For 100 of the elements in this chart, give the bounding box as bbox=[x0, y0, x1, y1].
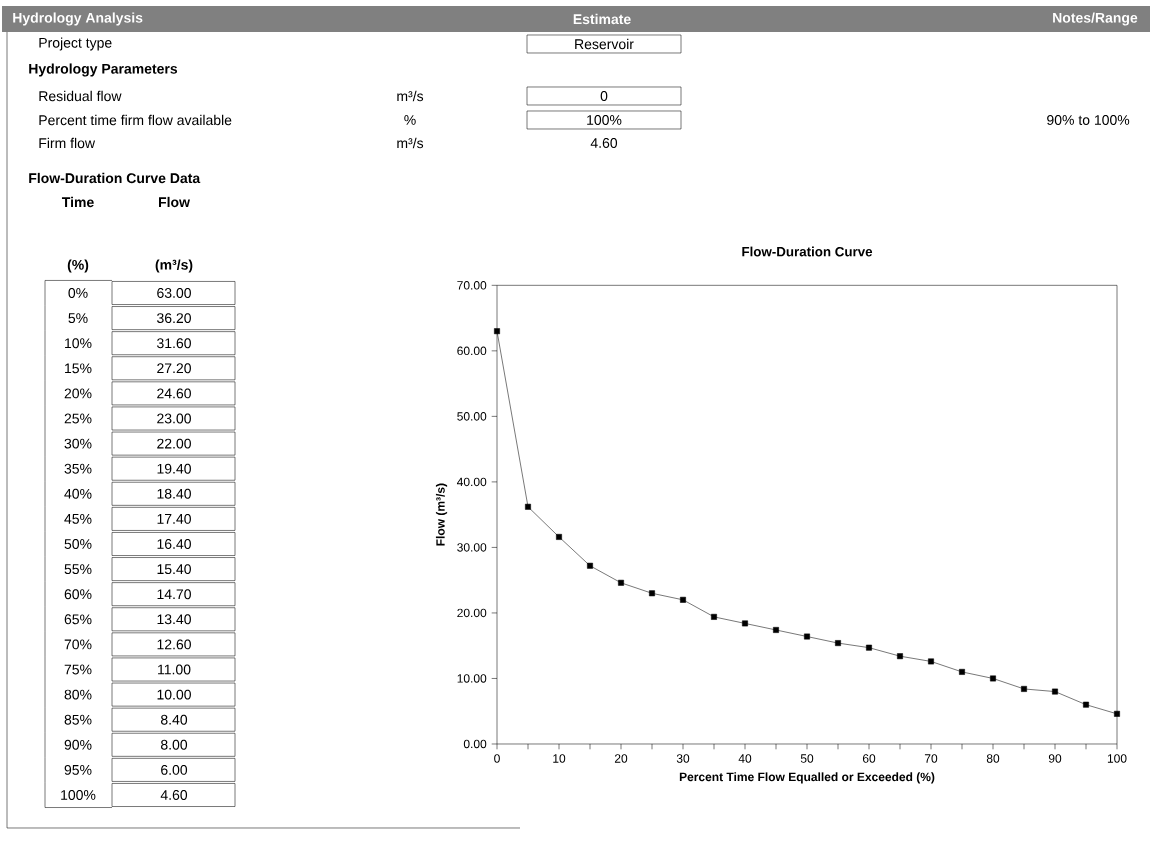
point bbox=[804, 633, 810, 640]
point bbox=[928, 658, 934, 665]
text: (%) bbox=[67, 259, 89, 273]
x-tick-label: 70 bbox=[924, 754, 938, 763]
y-tick-label: 10.00 bbox=[457, 674, 487, 683]
y-tick-label: 70.00 bbox=[457, 281, 487, 290]
point bbox=[1021, 686, 1027, 692]
text: Percent time firm flow available bbox=[39, 114, 232, 126]
text: Residual flow bbox=[39, 90, 122, 102]
point bbox=[990, 675, 996, 682]
y-tick-label: 0.00 bbox=[463, 739, 487, 749]
point bbox=[1083, 701, 1089, 708]
text: 31.60 bbox=[157, 338, 191, 349]
text: 40% bbox=[64, 488, 92, 499]
text: 100% bbox=[587, 115, 622, 125]
text: 15% bbox=[65, 363, 92, 374]
y-axis-title: Flow (m³/s) bbox=[435, 483, 448, 546]
y-tick-label: 40.00 bbox=[456, 477, 487, 487]
x-tick-label: 20 bbox=[614, 754, 628, 763]
point bbox=[494, 328, 500, 335]
x-tick-label: 60 bbox=[862, 754, 876, 763]
text: 90% to 100% bbox=[1047, 115, 1130, 125]
text: 20% bbox=[64, 388, 92, 399]
text: 6.00 bbox=[161, 764, 188, 775]
text: 5% bbox=[68, 313, 88, 324]
text: Time bbox=[61, 196, 94, 208]
text: Flow bbox=[159, 196, 190, 208]
text: 25% bbox=[64, 413, 92, 424]
text: 30% bbox=[64, 438, 92, 449]
point bbox=[742, 620, 748, 627]
x-tick-label: 10 bbox=[553, 754, 566, 763]
text: 24.60 bbox=[157, 388, 191, 399]
point bbox=[649, 590, 655, 597]
text: (m³/s) bbox=[155, 259, 193, 273]
text: Firm flow bbox=[39, 137, 96, 149]
text: 14.70 bbox=[157, 589, 191, 600]
text: 63.00 bbox=[157, 288, 191, 298]
text: 16.40 bbox=[157, 539, 191, 549]
y-tick-label: 60.00 bbox=[457, 346, 487, 356]
text: 70% bbox=[64, 639, 92, 650]
point bbox=[959, 668, 965, 675]
text: Flow-Duration Curve Data bbox=[29, 172, 201, 184]
text: Estimate bbox=[573, 13, 631, 25]
text: 60% bbox=[64, 589, 92, 600]
x-tick-label: 90 bbox=[1048, 754, 1062, 763]
y-tick-label: 30.00 bbox=[457, 543, 487, 552]
text: 55% bbox=[64, 564, 92, 575]
text: 36.20 bbox=[157, 313, 191, 324]
text: 11.00 bbox=[158, 664, 191, 675]
x-tick-label: 100 bbox=[1107, 754, 1127, 763]
point bbox=[680, 596, 686, 603]
text: 23.00 bbox=[157, 413, 191, 424]
point bbox=[556, 534, 562, 540]
point bbox=[897, 653, 903, 660]
x-tick-label: 80 bbox=[986, 754, 1000, 763]
text: 45% bbox=[64, 513, 92, 524]
text: 75% bbox=[64, 664, 92, 675]
text: 0% bbox=[68, 288, 88, 298]
text: 65% bbox=[64, 614, 92, 625]
text: 4.60 bbox=[160, 790, 188, 800]
x-tick-label: 50 bbox=[800, 754, 814, 763]
x-tick-label: 0 bbox=[494, 754, 500, 763]
text: 85% bbox=[64, 714, 92, 725]
text: 50% bbox=[64, 539, 92, 549]
text: 17.40 bbox=[157, 513, 191, 524]
chart-title: Flow-Duration Curve bbox=[742, 246, 873, 257]
text: Reservoir bbox=[575, 38, 634, 50]
y-tick-label: 50.00 bbox=[457, 412, 487, 421]
text: 13.40 bbox=[157, 614, 191, 625]
point bbox=[587, 562, 593, 569]
point bbox=[773, 627, 779, 633]
text: 10% bbox=[65, 338, 92, 349]
x-tick-label: 30 bbox=[676, 754, 690, 763]
text: 8.00 bbox=[160, 739, 188, 750]
text: 35% bbox=[64, 463, 92, 474]
text: 90% bbox=[64, 739, 92, 750]
point bbox=[1052, 688, 1058, 695]
text: Project type bbox=[39, 37, 112, 51]
text: 19.40 bbox=[157, 463, 191, 474]
text: 12.60 bbox=[157, 639, 191, 650]
text: 4.60 bbox=[590, 138, 618, 148]
text: 0 bbox=[600, 91, 608, 101]
text: 80% bbox=[64, 689, 92, 700]
x-axis-title: Percent Time Flow Equalled or Exceeded (%) bbox=[679, 772, 935, 784]
text: Notes/Range bbox=[1053, 12, 1138, 26]
text: m³/s bbox=[397, 90, 424, 102]
point bbox=[525, 503, 531, 510]
point bbox=[835, 640, 841, 647]
x-tick-label: 40 bbox=[738, 754, 752, 763]
text: 95% bbox=[64, 764, 92, 775]
text: Hydrology Parameters bbox=[29, 63, 178, 77]
point bbox=[1114, 710, 1120, 717]
text: 100% bbox=[61, 790, 96, 800]
text: 8.40 bbox=[160, 714, 188, 725]
text: % bbox=[404, 115, 416, 125]
text: 22.00 bbox=[157, 438, 191, 449]
text: 15.40 bbox=[157, 564, 191, 575]
point bbox=[618, 579, 624, 586]
text: Hydrology Analysis bbox=[13, 12, 143, 26]
text: m³/s bbox=[397, 137, 424, 149]
